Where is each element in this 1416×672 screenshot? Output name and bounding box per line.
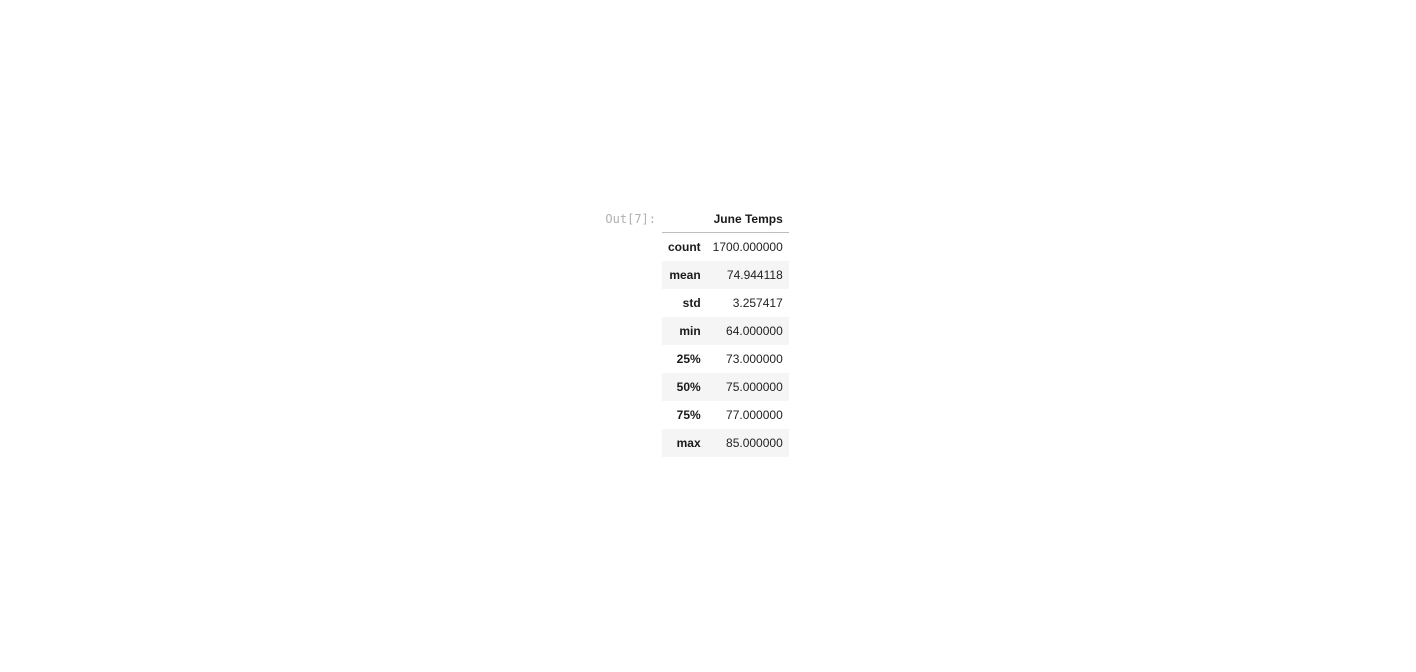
- row-value: 75.000000: [726, 380, 783, 394]
- row-label: min: [679, 324, 701, 338]
- dataframe-table: June Temps count 1700.000000 mean 74.944…: [662, 205, 789, 457]
- row-label: max: [676, 436, 701, 450]
- row-label: 25%: [676, 352, 701, 366]
- row-value: 73.000000: [726, 352, 783, 366]
- row-label: count: [668, 240, 701, 254]
- row-value: 64.000000: [726, 324, 783, 338]
- index-header: [662, 205, 707, 233]
- row-label: std: [682, 296, 701, 310]
- row-value: 74.944118: [726, 268, 783, 282]
- table-row: max 85.000000: [662, 429, 789, 457]
- row-value: 1700.000000: [712, 240, 783, 254]
- table-row: mean 74.944118: [662, 261, 789, 289]
- column-header-june-temps: June Temps: [706, 205, 789, 233]
- row-value: 3.257417: [732, 296, 783, 310]
- table-row: std 3.257417: [662, 289, 789, 317]
- table-row: 25% 73.000000: [662, 345, 789, 373]
- table-row: 75% 77.000000: [662, 401, 789, 429]
- row-label: mean: [669, 268, 701, 282]
- table-header-row: June Temps: [662, 205, 789, 233]
- table-row: 50% 75.000000: [662, 373, 789, 401]
- table-row: min 64.000000: [662, 317, 789, 345]
- row-label: 50%: [676, 380, 701, 394]
- table-row: count 1700.000000: [662, 233, 789, 262]
- row-label: 75%: [676, 408, 701, 422]
- output-prompt: Out[7]:: [605, 212, 656, 226]
- row-value: 77.000000: [726, 408, 783, 422]
- row-value: 85.000000: [726, 436, 783, 450]
